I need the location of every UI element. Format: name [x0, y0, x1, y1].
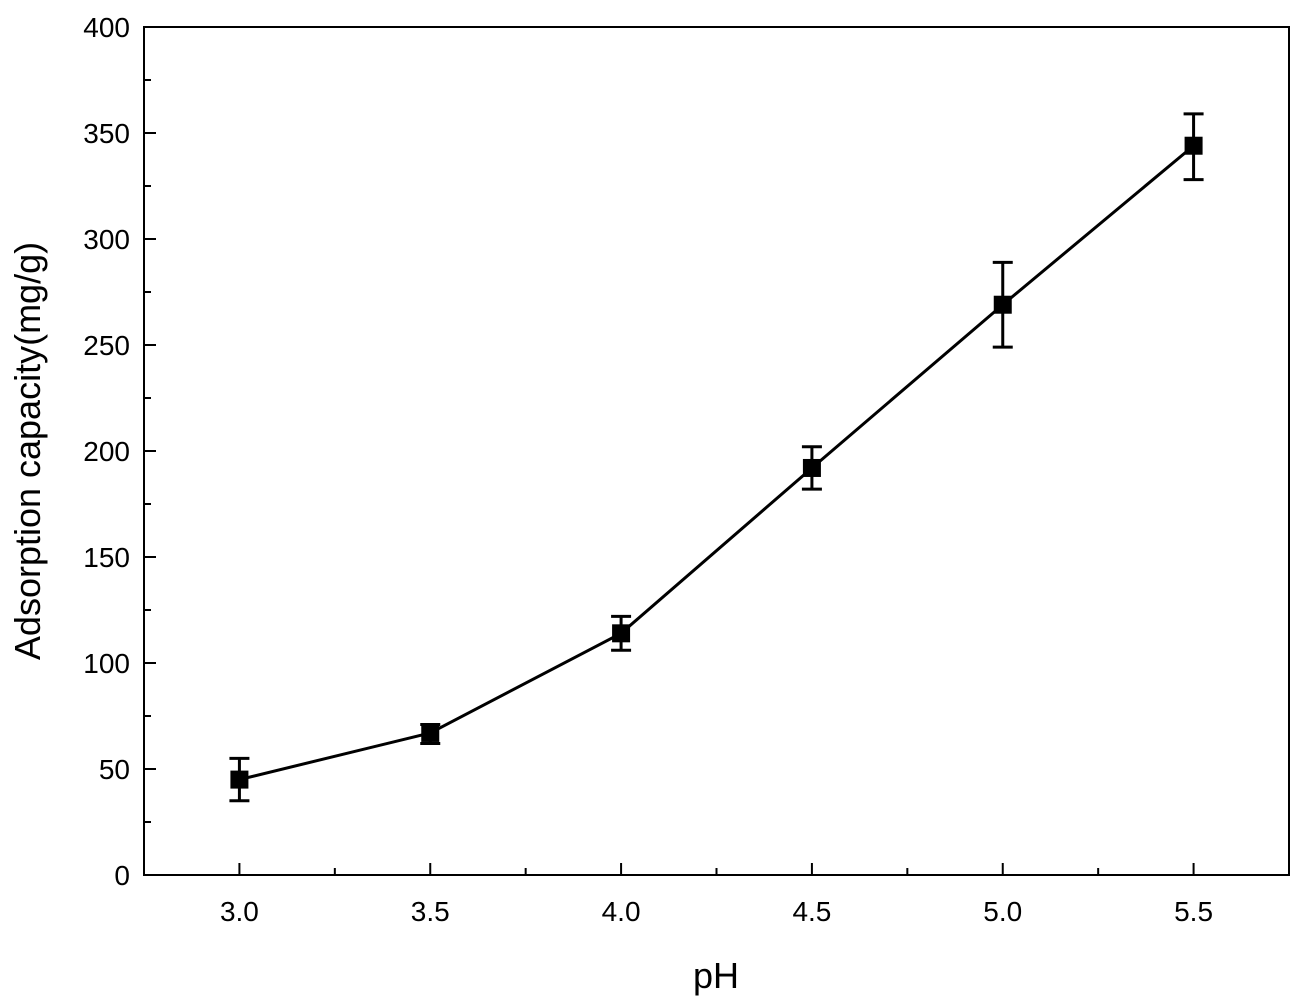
x-axis-title: pH [693, 955, 739, 996]
axis-tick-labels: 3.0 3.5 4.0 4.5 5.0 5.5 0 50 100 150 200 250 300 350 4… [83, 12, 1213, 927]
y-tick-label: 350 [83, 118, 130, 149]
data-point [230, 770, 249, 789]
data-point [421, 723, 440, 742]
y-tick-label: 200 [83, 436, 130, 467]
y-tick-label: 0 [114, 860, 130, 891]
y-tick-label: 100 [83, 648, 130, 679]
x-tick-label: 3.0 [220, 896, 259, 927]
data-point [612, 624, 631, 643]
y-tick-label: 50 [99, 754, 130, 785]
data-point [993, 295, 1012, 314]
x-tick-label: 5.0 [983, 896, 1022, 927]
y-tick-label: 300 [83, 224, 130, 255]
data-point [1184, 136, 1203, 155]
plot-frame [143, 26, 1290, 876]
y-tick-label: 150 [83, 542, 130, 573]
x-tick-label: 5.5 [1174, 896, 1213, 927]
x-tick-label: 3.5 [411, 896, 450, 927]
x-tick-label: 4.0 [602, 896, 641, 927]
x-tick-label: 4.5 [792, 896, 831, 927]
y-tick-label: 400 [83, 12, 130, 43]
series-line [239, 144, 1195, 782]
axis-ticks [144, 26, 1195, 876]
data-point [802, 458, 821, 477]
y-axis-title: Adsorption capacity(mg/g) [7, 242, 48, 660]
series-layer [229, 112, 1204, 803]
y-tick-label: 250 [83, 330, 130, 361]
